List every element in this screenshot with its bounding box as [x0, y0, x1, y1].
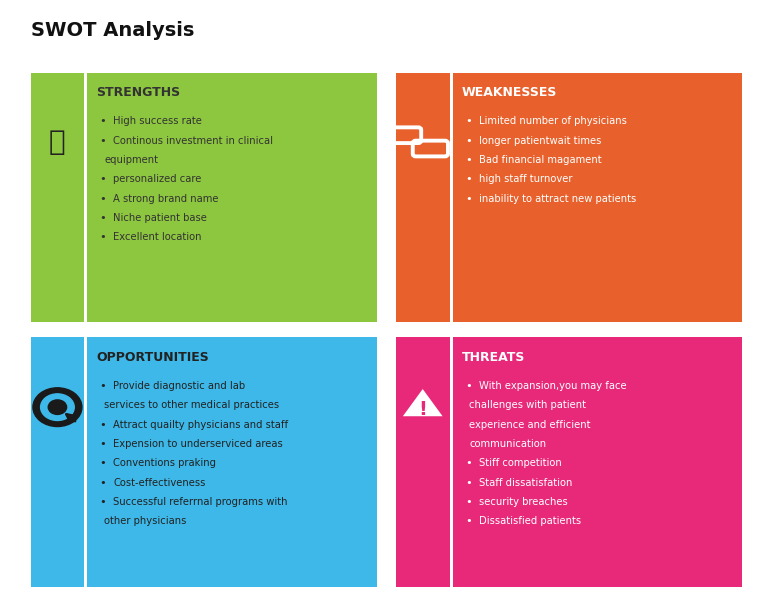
Text: other physicians: other physicians — [104, 517, 187, 526]
Text: Cost-effectiveness: Cost-effectiveness — [113, 478, 206, 488]
Text: challenges with patient: challenges with patient — [470, 401, 587, 410]
FancyBboxPatch shape — [450, 73, 453, 322]
Text: •: • — [99, 116, 106, 126]
Text: security breaches: security breaches — [479, 497, 568, 507]
Text: •: • — [465, 381, 471, 391]
Text: •: • — [465, 478, 471, 488]
Text: •: • — [465, 116, 471, 126]
Text: Stiff competition: Stiff competition — [479, 459, 562, 468]
Text: •: • — [99, 194, 106, 204]
Text: Bad financial magament: Bad financial magament — [479, 155, 601, 165]
Text: •: • — [465, 174, 471, 185]
Text: Excellent location: Excellent location — [113, 232, 202, 243]
Text: •: • — [465, 155, 471, 165]
Text: Niche patient base: Niche patient base — [113, 213, 207, 223]
FancyBboxPatch shape — [87, 73, 376, 322]
FancyBboxPatch shape — [84, 73, 87, 322]
FancyBboxPatch shape — [31, 73, 84, 322]
Text: Limited number of physicians: Limited number of physicians — [479, 116, 627, 126]
Text: •: • — [99, 459, 106, 468]
Text: high staff turnover: high staff turnover — [479, 174, 572, 185]
Text: High success rate: High success rate — [113, 116, 202, 126]
FancyBboxPatch shape — [396, 73, 450, 322]
Text: experience and efficient: experience and efficient — [470, 420, 591, 430]
Text: Successful referrnal programs with: Successful referrnal programs with — [113, 497, 288, 507]
FancyBboxPatch shape — [453, 73, 742, 322]
Text: Dissatisfied patients: Dissatisfied patients — [479, 517, 581, 526]
Text: •: • — [99, 174, 106, 185]
Text: Conventions praking: Conventions praking — [113, 459, 216, 468]
Text: Expension to underserviced areas: Expension to underserviced areas — [113, 439, 283, 449]
Text: •: • — [465, 517, 471, 526]
Circle shape — [48, 400, 67, 414]
Text: !: ! — [418, 400, 427, 419]
Text: A strong brand name: A strong brand name — [113, 194, 219, 204]
Circle shape — [41, 394, 74, 420]
Text: •: • — [465, 194, 471, 204]
Text: personalized care: personalized care — [113, 174, 202, 185]
Text: •: • — [99, 497, 106, 507]
Text: •: • — [99, 213, 106, 223]
Text: STRENGTHS: STRENGTHS — [96, 86, 181, 99]
Text: longer patientwait times: longer patientwait times — [479, 136, 601, 146]
Text: •: • — [99, 136, 106, 146]
Text: •: • — [99, 232, 106, 243]
Text: WEAKNESSES: WEAKNESSES — [462, 86, 557, 99]
FancyBboxPatch shape — [450, 338, 453, 587]
Text: ✊: ✊ — [49, 128, 66, 157]
Text: •: • — [99, 439, 106, 449]
FancyBboxPatch shape — [31, 338, 84, 587]
Text: Provide diagnostic and lab: Provide diagnostic and lab — [113, 381, 246, 391]
Text: OPPORTUNITIES: OPPORTUNITIES — [96, 351, 210, 364]
Text: •: • — [99, 478, 106, 488]
Text: communication: communication — [470, 439, 546, 449]
Text: Continous investment in clinical: Continous investment in clinical — [113, 136, 273, 146]
Text: With expansion,you may face: With expansion,you may face — [479, 381, 627, 391]
Text: •: • — [465, 497, 471, 507]
Text: •: • — [99, 420, 106, 430]
Text: SWOT Analysis: SWOT Analysis — [31, 21, 194, 40]
Text: equipment: equipment — [104, 155, 158, 165]
Text: Attract quailty physicians and staff: Attract quailty physicians and staff — [113, 420, 288, 430]
FancyBboxPatch shape — [87, 338, 376, 587]
Text: •: • — [99, 381, 106, 391]
Text: •: • — [465, 459, 471, 468]
Text: •: • — [465, 136, 471, 146]
Text: Staff dissatisfation: Staff dissatisfation — [479, 478, 572, 488]
Text: services to other medical practices: services to other medical practices — [104, 401, 279, 410]
Text: inability to attract new patients: inability to attract new patients — [479, 194, 636, 204]
FancyBboxPatch shape — [84, 338, 87, 587]
FancyBboxPatch shape — [396, 338, 450, 587]
Text: THREATS: THREATS — [462, 351, 525, 364]
Circle shape — [33, 388, 82, 427]
FancyBboxPatch shape — [453, 338, 742, 587]
